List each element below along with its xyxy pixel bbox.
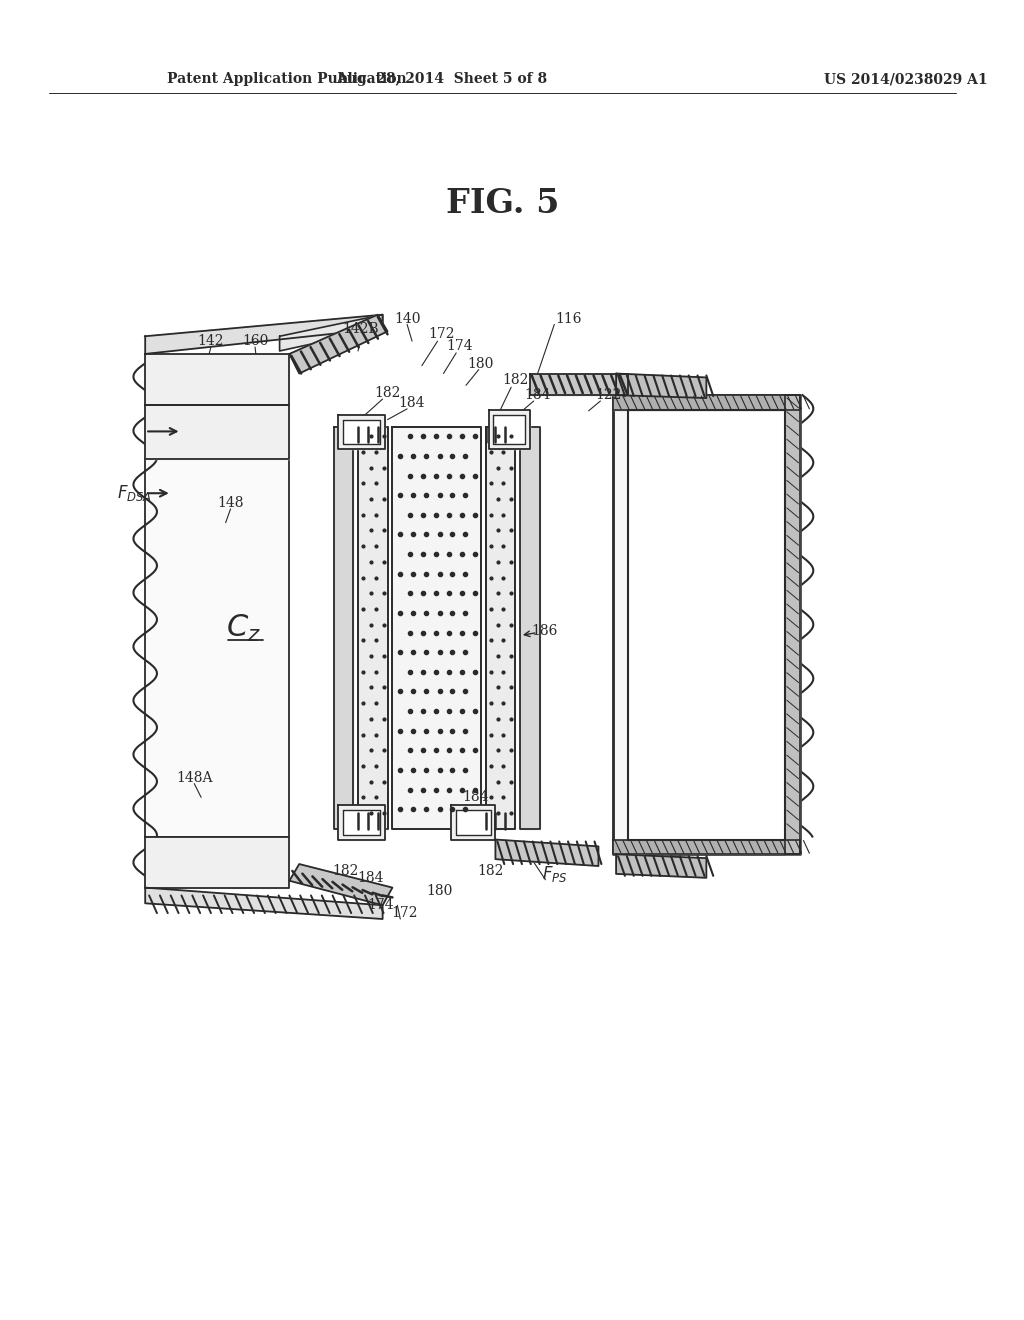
Text: 174: 174 (445, 339, 472, 352)
Polygon shape (616, 854, 707, 878)
Polygon shape (145, 314, 383, 354)
Polygon shape (145, 354, 290, 405)
Polygon shape (494, 414, 525, 444)
Text: 172: 172 (391, 906, 418, 920)
Polygon shape (280, 314, 383, 351)
Text: 182: 182 (502, 374, 528, 387)
Text: US 2014/0238029 A1: US 2014/0238029 A1 (824, 73, 988, 86)
Polygon shape (529, 374, 628, 395)
Text: 184: 184 (463, 791, 489, 804)
Polygon shape (334, 426, 353, 829)
Text: 174: 174 (368, 899, 394, 912)
Polygon shape (145, 405, 290, 459)
Text: 148: 148 (217, 496, 244, 510)
Polygon shape (392, 426, 480, 829)
Text: 184: 184 (398, 396, 425, 411)
Text: $C_z$: $C_z$ (226, 612, 261, 644)
Text: 180: 180 (426, 883, 453, 898)
Text: 160: 160 (242, 334, 268, 348)
Text: 184: 184 (524, 388, 551, 403)
Polygon shape (145, 887, 383, 919)
Text: FIG. 5: FIG. 5 (445, 187, 559, 220)
Polygon shape (616, 374, 707, 399)
Text: 184: 184 (357, 871, 384, 884)
Polygon shape (628, 409, 784, 840)
Polygon shape (784, 395, 800, 854)
Polygon shape (488, 409, 529, 449)
Text: 186: 186 (531, 623, 558, 638)
Polygon shape (339, 805, 385, 840)
Polygon shape (613, 840, 800, 854)
Polygon shape (496, 840, 598, 866)
Text: 182: 182 (477, 863, 504, 878)
Text: $F_{PS}$: $F_{PS}$ (542, 863, 567, 884)
Text: 180: 180 (468, 356, 494, 371)
Text: Patent Application Publication: Patent Application Publication (167, 73, 407, 86)
Text: 142: 142 (198, 334, 224, 348)
Text: 140: 140 (394, 312, 421, 326)
Text: 142B: 142B (343, 322, 379, 337)
Polygon shape (343, 810, 380, 834)
Text: 172: 172 (428, 327, 455, 342)
Text: 122: 122 (595, 388, 622, 403)
Polygon shape (358, 426, 387, 829)
Text: 148A: 148A (176, 771, 213, 784)
Text: 182: 182 (332, 863, 358, 878)
Polygon shape (145, 837, 290, 887)
Text: $F_{DSA}$: $F_{DSA}$ (117, 483, 153, 503)
Polygon shape (485, 426, 515, 829)
Text: 182: 182 (375, 387, 400, 400)
Text: 116: 116 (556, 312, 583, 326)
Polygon shape (290, 314, 387, 374)
Polygon shape (457, 810, 490, 834)
Polygon shape (613, 395, 800, 409)
Polygon shape (520, 426, 540, 829)
Polygon shape (343, 420, 380, 444)
Polygon shape (145, 459, 290, 837)
Text: Aug. 28, 2014  Sheet 5 of 8: Aug. 28, 2014 Sheet 5 of 8 (336, 73, 547, 86)
Polygon shape (290, 865, 392, 906)
Polygon shape (339, 414, 385, 449)
Polygon shape (613, 395, 800, 854)
Polygon shape (452, 805, 496, 840)
